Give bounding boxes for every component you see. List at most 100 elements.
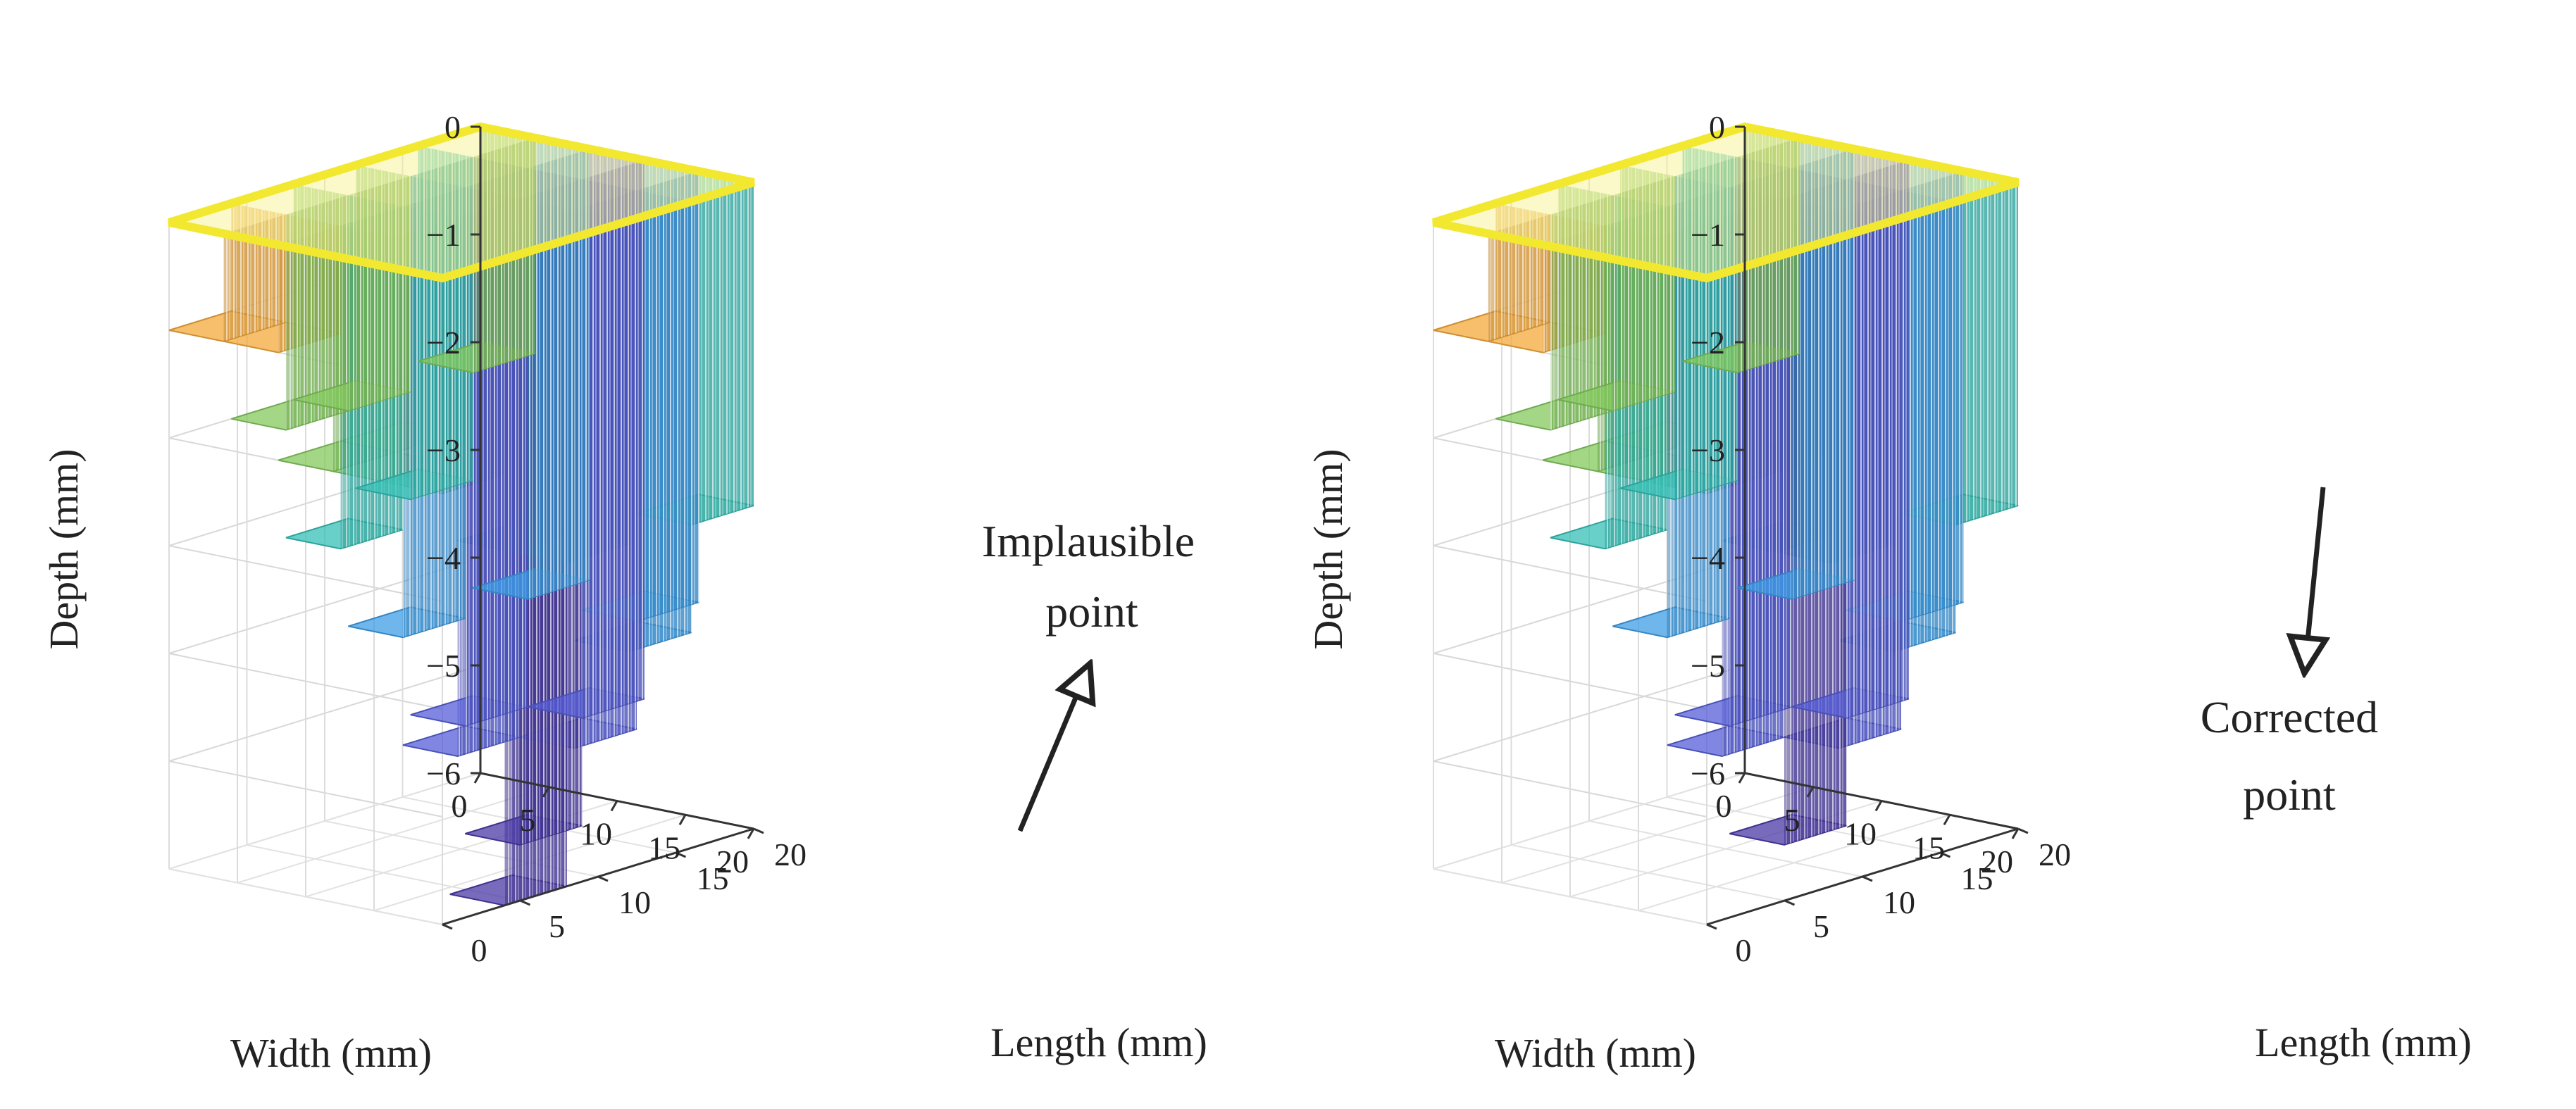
z-tick-label: −6 — [426, 756, 461, 791]
cell-wall-mesh — [1846, 160, 1909, 718]
z-tick-label: 0 — [1709, 109, 1725, 145]
y-axis-label: Length (mm) — [2255, 1020, 2472, 1065]
x-tick-mark — [747, 828, 755, 839]
x-tick-mark — [1943, 814, 1951, 825]
depth-cell-r4-c3 — [1846, 160, 1964, 622]
depth-cell-r3-c0 — [355, 146, 473, 501]
x-tick-label: 0 — [452, 788, 468, 824]
y-tick-mark — [1706, 923, 1717, 930]
annotation-line1: Corrected — [2201, 692, 2378, 742]
y-tick-mark — [753, 827, 764, 834]
y-tick-mark — [597, 875, 609, 882]
grid-line — [1588, 820, 1863, 877]
x-tick-label: 5 — [1784, 802, 1800, 838]
y-axis-label: Length (mm) — [990, 1020, 1207, 1065]
cell-wall-mesh — [637, 171, 699, 622]
x-tick-mark — [1806, 787, 1815, 798]
depth-surface-left — [168, 122, 755, 906]
x-tick-mark — [2011, 828, 2020, 839]
z-axis-label: Depth (mm) — [41, 449, 87, 649]
y-tick-mark — [675, 851, 687, 858]
depth-cell-r2-c0 — [1557, 165, 1676, 412]
x-tick-label: 0 — [1716, 788, 1732, 824]
cell-wall-mesh — [1901, 171, 1964, 622]
depth-cell-r4-c1 — [1736, 137, 1855, 600]
x-tick-label: 20 — [716, 844, 749, 879]
cell-wall-mesh — [582, 160, 645, 718]
y-tick-mark — [1862, 875, 1873, 882]
z-tick-label: −2 — [426, 325, 461, 361]
x-tick-label: 5 — [520, 802, 536, 838]
cell-wall-mesh — [527, 149, 590, 599]
y-tick-mark — [519, 899, 531, 906]
x-tick-mark — [473, 772, 482, 784]
depth-cell-r3-c0 — [1619, 146, 1738, 501]
axes-right — [1706, 125, 2029, 930]
y-tick-label: 0 — [471, 932, 487, 968]
x-tick-label: 15 — [648, 829, 680, 865]
y-tick-mark — [1939, 851, 1951, 858]
y-tick-label: 15 — [1961, 860, 1993, 896]
annotation-arrow — [2305, 487, 2323, 669]
depth-cell-r4-c0 — [418, 127, 535, 374]
z-tick-label: 0 — [444, 109, 461, 145]
depth-cell-r4-c3 — [582, 160, 699, 622]
z-tick-label: −1 — [426, 217, 461, 253]
cell-wall-mesh — [691, 182, 754, 525]
z-tick-label: −5 — [426, 648, 461, 684]
surface-rim — [1432, 122, 2020, 283]
cell-wall-mesh — [1955, 182, 2018, 525]
surface-rim — [168, 122, 755, 283]
cell-wall-mesh — [348, 176, 411, 411]
x-tick-label: 10 — [580, 816, 612, 852]
z-tick-label: −4 — [1691, 540, 1725, 576]
x-tick-mark — [678, 814, 687, 825]
y-tick-label: 5 — [1813, 908, 1829, 944]
depth-cell-r4-c2 — [1791, 149, 1910, 719]
annotation-line2: point — [2243, 770, 2336, 820]
depth-cell-r4-c2 — [527, 149, 645, 719]
z-tick-label: −3 — [1691, 432, 1725, 468]
y-tick-label: 0 — [1736, 932, 1752, 968]
y-tick-mark — [442, 923, 453, 930]
annotation-arrow — [1017, 668, 1088, 832]
annotation-line1: Implausible — [982, 516, 1195, 566]
y-tick-label: 5 — [549, 908, 565, 944]
z-tick-label: −1 — [1691, 217, 1725, 253]
x-tick-mark — [542, 787, 550, 798]
z-axis-label: Depth (mm) — [1305, 449, 1351, 649]
z-tick-label: −5 — [1691, 648, 1725, 684]
y-tick-label: 10 — [618, 884, 651, 920]
x-tick-label: 10 — [1844, 816, 1877, 852]
grid-line — [1638, 814, 1950, 912]
z-tick-label: −4 — [426, 540, 461, 576]
y-tick-mark — [2017, 827, 2029, 834]
y-tick-label: 15 — [697, 860, 729, 896]
axes-left — [442, 125, 764, 930]
annotation-line2: point — [1045, 587, 1138, 637]
y-tick-label: 20 — [2039, 837, 2071, 872]
y-tick-label: 10 — [1883, 884, 1915, 920]
z-tick-label: −3 — [426, 432, 461, 468]
cell-wall-mesh — [1612, 176, 1675, 411]
y-tick-mark — [1784, 899, 1796, 906]
cell-wall-mesh — [1791, 149, 1855, 599]
x-tick-mark — [1738, 772, 1746, 784]
z-tick-label: −6 — [1691, 756, 1725, 791]
depth-cell-r2-c0 — [293, 165, 411, 412]
depth-cell-r4-c4 — [1900, 171, 2019, 526]
x-tick-mark — [610, 800, 618, 812]
x-tick-mark — [1874, 800, 1883, 812]
x-axis-label: Width (mm) — [230, 1030, 432, 1076]
cell-wall-mesh — [1674, 157, 1738, 500]
depth-cell-r4-c4 — [636, 171, 754, 526]
z-tick-label: −2 — [1691, 325, 1725, 361]
x-tick-label: 20 — [1981, 844, 2013, 879]
depth-surface-right — [1432, 122, 2020, 846]
x-tick-label: 15 — [1912, 829, 1945, 865]
